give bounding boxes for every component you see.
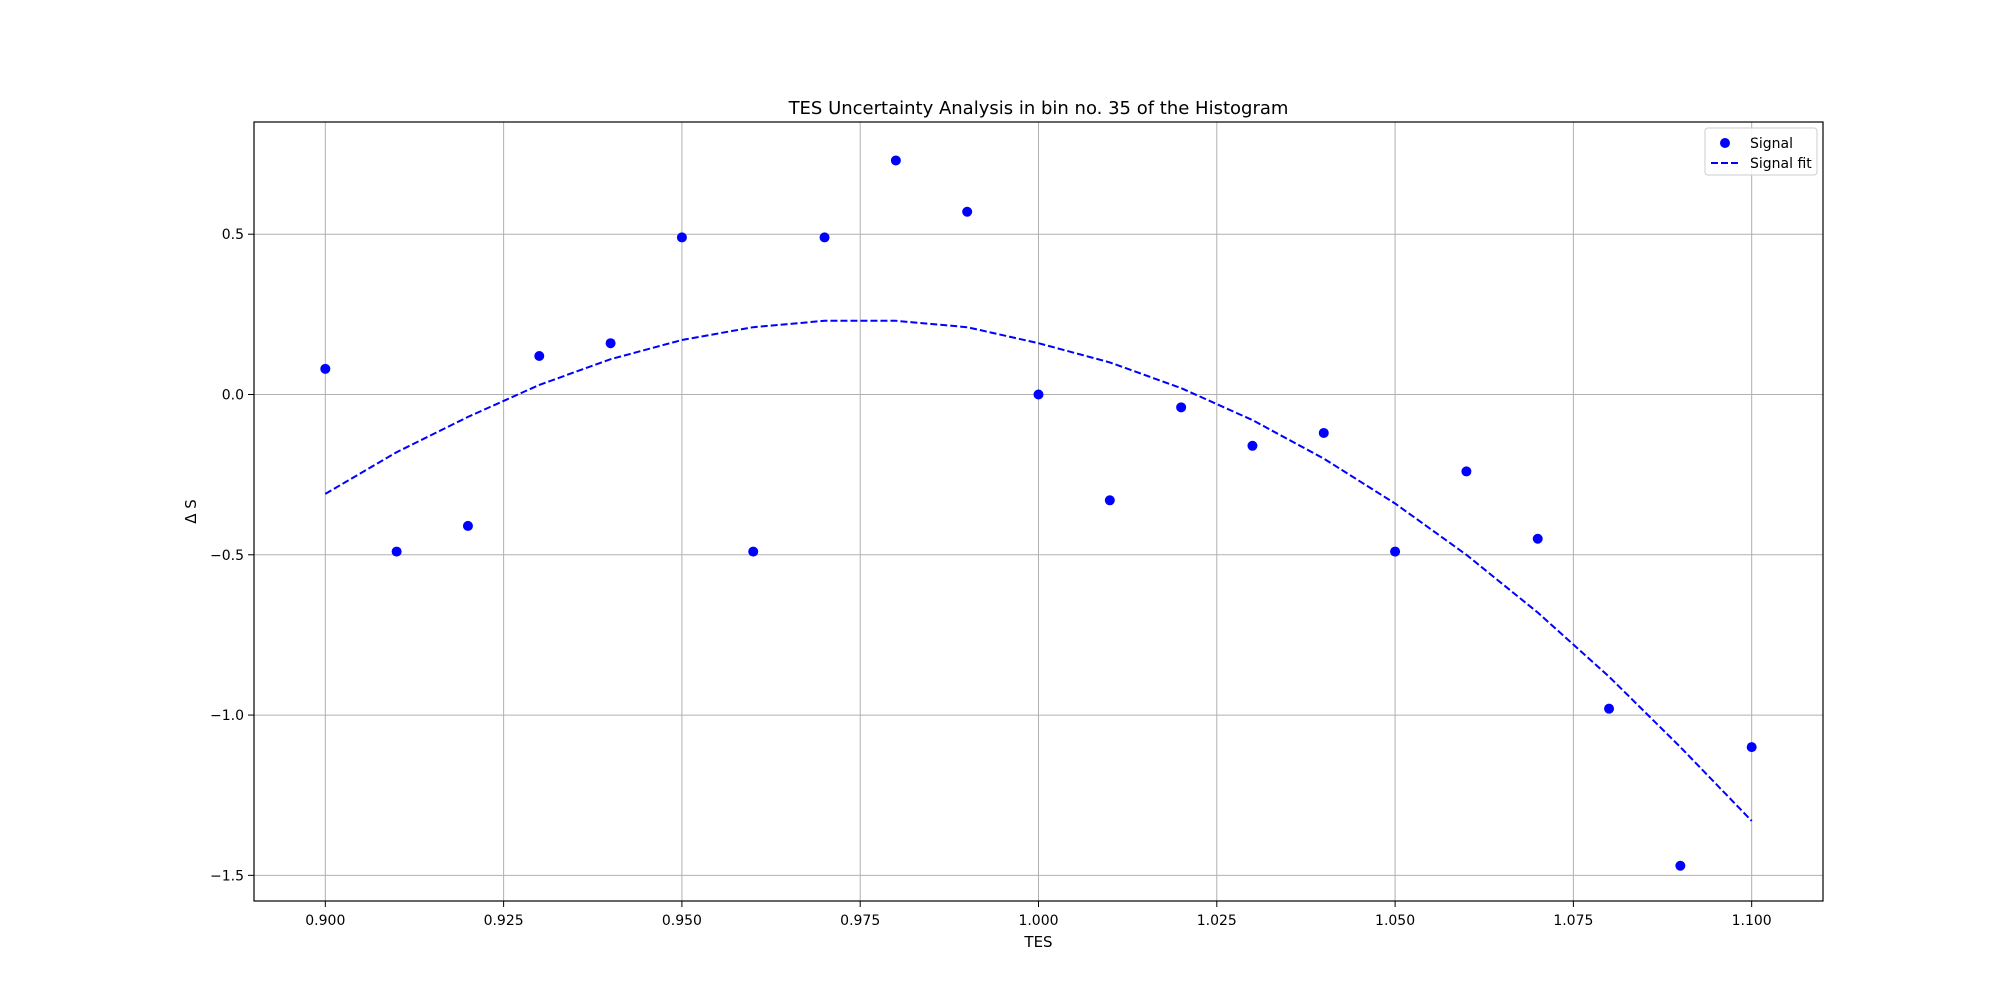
signal-point — [1604, 703, 1615, 714]
signal-point — [534, 351, 545, 362]
signal-point — [1461, 466, 1472, 477]
y-axis-label: Δ S — [182, 499, 200, 524]
signal-point — [1033, 389, 1044, 400]
y-tick-label: 0.5 — [222, 227, 244, 243]
x-tick-label: 1.075 — [1553, 913, 1593, 929]
x-tick-label: 0.925 — [484, 913, 524, 929]
signal-point — [1532, 533, 1543, 544]
x-tick-label: 1.100 — [1732, 913, 1772, 929]
signal-point — [890, 155, 901, 166]
signal-point — [1104, 495, 1115, 506]
x-axis-label: TES — [1023, 933, 1052, 951]
x-tick-label: 0.975 — [840, 913, 880, 929]
signal-fit-line — [324, 319, 1753, 822]
scatter-points-layer — [320, 155, 1757, 871]
x-tick-label: 1.000 — [1018, 913, 1058, 929]
y-tick-label: −1.5 — [210, 868, 244, 884]
legend: Signal Signal fit — [1704, 127, 1818, 176]
legend-label-signal: Signal — [1750, 136, 1793, 152]
legend-label-signal-fit: Signal fit — [1750, 156, 1812, 172]
fit-line-layer — [324, 319, 1753, 822]
signal-point — [1390, 546, 1401, 557]
x-tick-label: 1.050 — [1375, 913, 1415, 929]
y-tick-label: −1.0 — [210, 708, 244, 724]
chart-title: TES Uncertainty Analysis in bin no. 35 o… — [788, 98, 1289, 119]
signal-point — [391, 546, 402, 557]
signal-point — [462, 520, 473, 531]
signal-point — [320, 363, 331, 374]
signal-point — [748, 546, 759, 557]
x-tick-label: 1.025 — [1197, 913, 1237, 929]
y-tick-label: 0.0 — [222, 387, 244, 403]
legend-marker-signal — [1720, 138, 1730, 148]
y-tick-label: −0.5 — [210, 548, 244, 564]
signal-point — [1675, 860, 1686, 871]
x-tick-label: 0.950 — [662, 913, 702, 929]
signal-point — [605, 338, 616, 349]
signal-point — [1318, 427, 1329, 438]
x-tick-label: 0.900 — [305, 913, 345, 929]
axis-ticks: 0.900 0.925 0.950 0.975 1.000 1.025 1.050 1.075… — [210, 227, 1772, 929]
signal-point — [962, 206, 973, 217]
signal-point — [1746, 742, 1757, 753]
signal-point — [1247, 440, 1258, 451]
signal-point — [676, 232, 687, 243]
signal-point — [1176, 402, 1187, 413]
signal-point — [819, 232, 830, 243]
